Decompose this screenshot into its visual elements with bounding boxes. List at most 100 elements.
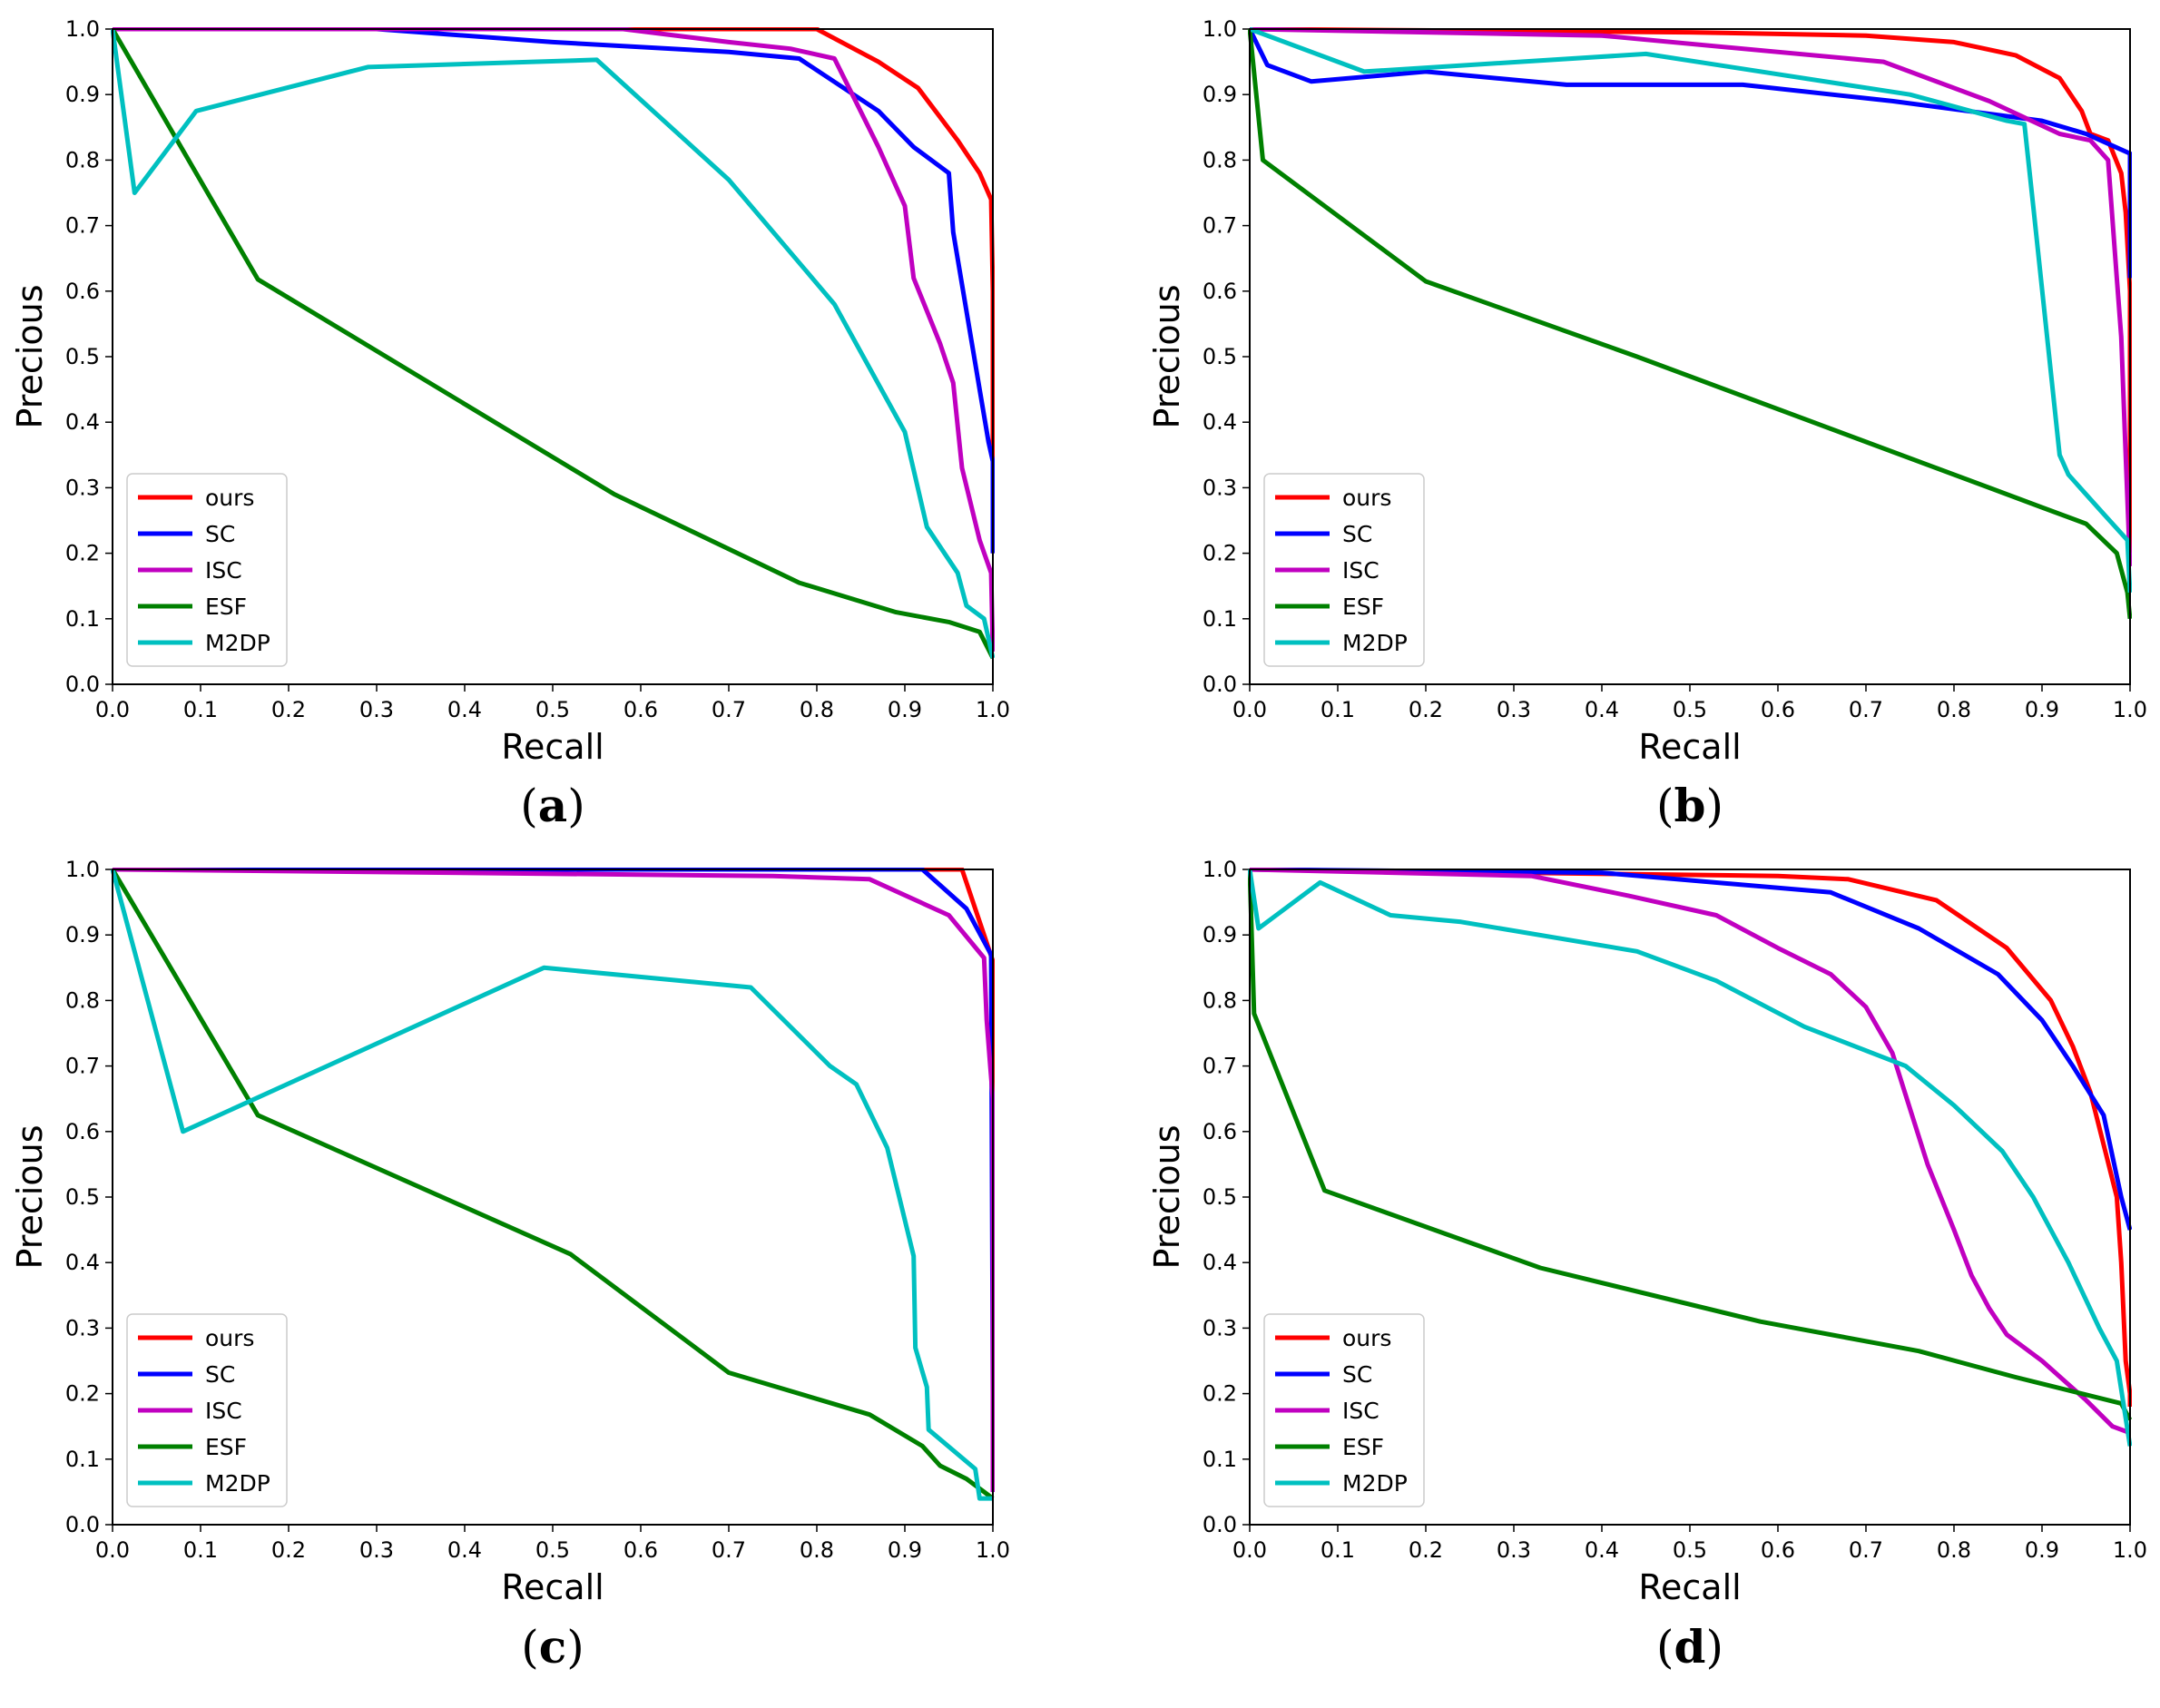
x-tick-label: 0.3 <box>359 1537 394 1563</box>
y-tick-label: 0.0 <box>1203 1512 1237 1537</box>
legend-label-isc: ISC <box>1342 557 1379 584</box>
x-tick-label: 0.2 <box>271 697 306 722</box>
x-tick-label: 0.3 <box>1497 697 1531 722</box>
y-tick-label: 0.8 <box>1203 987 1237 1013</box>
x-tick-label: 1.0 <box>2113 1537 2147 1563</box>
x-tick-label: 1.0 <box>976 1537 1010 1563</box>
x-tick-label: 0.7 <box>712 1537 746 1563</box>
plot-frame <box>112 28 994 685</box>
x-tick-label: 0.2 <box>271 1537 306 1563</box>
legend-box <box>126 473 288 667</box>
y-tick-label: 0.6 <box>1203 279 1237 304</box>
x-tick-label: 0.5 <box>535 697 570 722</box>
legend-label-m2dp: M2DP <box>1342 1470 1408 1497</box>
caption-close-paren: ) <box>566 1621 584 1674</box>
y-tick-label: 0.4 <box>1203 409 1237 435</box>
y-tick-label: 0.1 <box>1203 1447 1237 1472</box>
series-line-esf <box>111 27 995 660</box>
series-line-sc <box>1248 27 2132 279</box>
y-tick-label: 0.7 <box>65 1054 100 1079</box>
x-tick-label: 0.8 <box>800 1537 834 1563</box>
legend: ours SC ISC ESF M2DP <box>126 1313 288 1507</box>
caption-open-paren: ( <box>520 780 538 832</box>
series-line-sc <box>113 27 995 554</box>
x-tick-label: 0.0 <box>95 697 130 722</box>
plot-frame <box>1249 869 2131 1526</box>
legend-label-ours: ours <box>205 485 254 511</box>
series-line-m2dp <box>111 28 995 659</box>
x-tick-label: 0.1 <box>1321 697 1355 722</box>
x-axis-label: Recall <box>501 727 604 767</box>
y-tick-label: 0.8 <box>65 147 100 172</box>
x-tick-label: 0.8 <box>1937 697 1971 722</box>
legend-label-sc: SC <box>205 1361 235 1388</box>
x-tick-label: 0.8 <box>1937 1537 1971 1563</box>
x-tick-label: 0.8 <box>800 697 834 722</box>
y-tick-label: 0.5 <box>1203 1184 1237 1210</box>
y-tick-label: 1.0 <box>1203 857 1237 882</box>
x-tick-label: 0.1 <box>183 1537 218 1563</box>
y-tick-label: 0.4 <box>65 409 100 435</box>
legend-label-esf: ESF <box>1342 594 1384 620</box>
x-tick-label: 0.1 <box>183 697 218 722</box>
x-axis-label: Recall <box>1638 1567 1741 1607</box>
y-axis-label: Precious <box>1147 1125 1187 1270</box>
x-tick-label: 0.3 <box>1497 1537 1531 1563</box>
y-tick-label: 0.0 <box>1203 672 1237 697</box>
legend-label-sc: SC <box>205 521 235 547</box>
y-tick-label: 0.1 <box>1203 606 1237 632</box>
plot-frame <box>1249 28 2131 685</box>
y-tick-label: 0.7 <box>1203 213 1237 239</box>
y-tick-label: 0.1 <box>65 606 100 632</box>
legend-label-sc: SC <box>1342 1361 1372 1388</box>
caption-close-paren: ) <box>1705 1621 1723 1674</box>
x-tick-label: 0.0 <box>1232 697 1267 722</box>
x-tick-label: 0.7 <box>1849 697 1883 722</box>
y-tick-label: 0.9 <box>65 922 100 947</box>
x-tick-label: 0.5 <box>1673 1537 1707 1563</box>
y-tick-label: 0.9 <box>1203 922 1237 947</box>
series-line-sc <box>1249 868 2132 1231</box>
y-tick-label: 0.8 <box>1203 147 1237 172</box>
legend-label-ours: ours <box>1342 485 1391 511</box>
x-tick-label: 0.2 <box>1409 697 1443 722</box>
y-tick-label: 0.1 <box>65 1447 100 1472</box>
y-tick-label: 0.5 <box>1203 344 1237 369</box>
y-tick-label: 0.2 <box>1203 1381 1237 1407</box>
panel-caption: (c) <box>521 1620 584 1674</box>
x-tick-label: 0.4 <box>1585 1537 1619 1563</box>
legend-box <box>1263 473 1425 667</box>
series-line-isc <box>1249 27 2132 567</box>
legend-box <box>126 1313 288 1507</box>
caption-open-paren: ( <box>521 1621 539 1674</box>
legend-label-m2dp: M2DP <box>205 1470 270 1497</box>
y-tick-label: 0.4 <box>65 1250 100 1275</box>
legend-label-sc: SC <box>1342 521 1372 547</box>
chart-panel-a: 0.0 0.1 0.2 0.3 0.4 0.5 0.6 0.7 0.8 0.9 1.0 0.0 0.1 0… <box>10 16 1010 832</box>
x-tick-label: 0.6 <box>1761 1537 1795 1563</box>
legend: ours SC ISC ESF M2DP <box>126 473 288 667</box>
x-tick-label: 0.3 <box>359 697 394 722</box>
y-tick-label: 1.0 <box>65 857 100 882</box>
panel-caption: (b) <box>1656 779 1723 832</box>
caption-letter: a <box>538 779 567 832</box>
y-tick-label: 0.5 <box>65 344 100 369</box>
y-tick-label: 1.0 <box>1203 16 1237 42</box>
y-tick-label: 0.6 <box>1203 1119 1237 1144</box>
x-tick-label: 0.6 <box>623 1537 658 1563</box>
legend-label-esf: ESF <box>1342 1434 1384 1460</box>
series-line-ours <box>1249 868 2132 1407</box>
y-tick-label: 1.0 <box>65 16 100 42</box>
series-line-m2dp <box>1248 869 2132 1447</box>
series-line-isc <box>113 27 995 652</box>
legend-label-ours: ours <box>205 1325 254 1351</box>
series-line-esf <box>1248 869 2132 1421</box>
legend-label-m2dp: M2DP <box>205 630 270 656</box>
x-axis-label: Recall <box>1638 727 1741 767</box>
y-tick-label: 0.0 <box>65 672 100 697</box>
x-tick-label: 0.0 <box>1232 1537 1267 1563</box>
y-tick-label: 0.3 <box>65 1315 100 1340</box>
y-tick-label: 0.6 <box>65 1119 100 1144</box>
y-tick-label: 0.9 <box>65 82 100 107</box>
legend-label-m2dp: M2DP <box>1342 630 1408 656</box>
